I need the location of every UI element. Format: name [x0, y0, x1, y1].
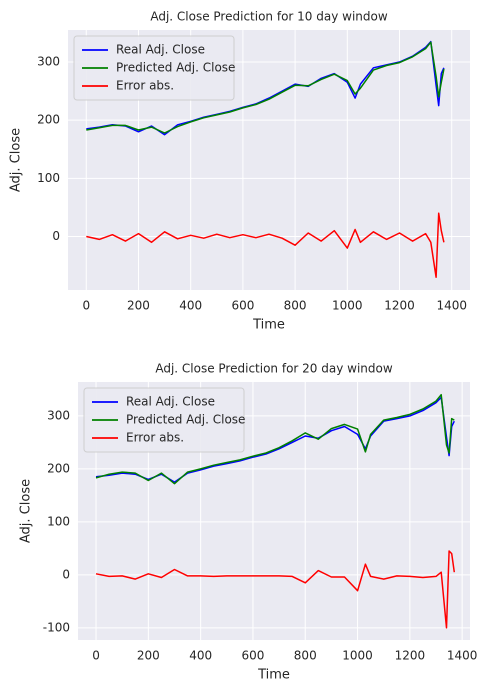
legend-label: Real Adj. Close [126, 395, 215, 409]
line [86, 212, 445, 278]
line [95, 393, 455, 485]
y-tick-label: 300 [47, 408, 70, 422]
x-tick-label: 400 [189, 649, 212, 663]
y-tick-label: 200 [47, 461, 70, 475]
y-tick-label: 0 [52, 229, 60, 243]
chart-title: Adj. Close Prediction for 10 day window [150, 10, 388, 24]
x-tick-label: 1200 [384, 299, 415, 313]
x-tick-label: 200 [127, 299, 150, 313]
x-tick-label: 600 [231, 299, 254, 313]
y-tick-label: -100 [43, 620, 70, 634]
y-axis-label: Adj. Close [9, 128, 24, 192]
x-tick-label: 1400 [436, 299, 467, 313]
y-tick-label: 300 [37, 54, 60, 68]
y-axis-label: Adj. Close [19, 479, 34, 543]
x-tick-label: 800 [284, 299, 307, 313]
x-tick-label: 0 [82, 299, 90, 313]
legend-label: Error abs. [116, 79, 174, 93]
x-tick-label: 1000 [342, 649, 373, 663]
legend-box [83, 387, 245, 453]
legend-label: Predicted Adj. Close [126, 413, 245, 427]
line [86, 41, 445, 134]
x-tick-label: 1000 [332, 299, 363, 313]
x-axis-label: Time [252, 318, 285, 333]
legend-label: Error abs. [126, 431, 184, 445]
x-tick-label: 1200 [395, 649, 426, 663]
legend-label: Predicted Adj. Close [116, 61, 235, 75]
x-tick-label: 1400 [447, 649, 478, 663]
legend-box [73, 35, 235, 101]
line [95, 550, 456, 629]
x-tick-label: 200 [137, 649, 160, 663]
x-tick-label: 600 [241, 649, 264, 663]
x-tick-label: 400 [179, 299, 202, 313]
x-tick-label: 800 [294, 649, 317, 663]
y-tick-label: 100 [47, 514, 70, 528]
y-tick-label: 100 [37, 171, 60, 185]
x-axis-label: Time [257, 668, 290, 683]
x-tick-label: 0 [92, 649, 100, 663]
y-tick-label: 0 [62, 567, 70, 581]
y-tick-label: 200 [37, 113, 60, 127]
legend-label: Real Adj. Close [116, 43, 205, 57]
chart-title: Adj. Close Prediction for 20 day window [155, 362, 393, 376]
